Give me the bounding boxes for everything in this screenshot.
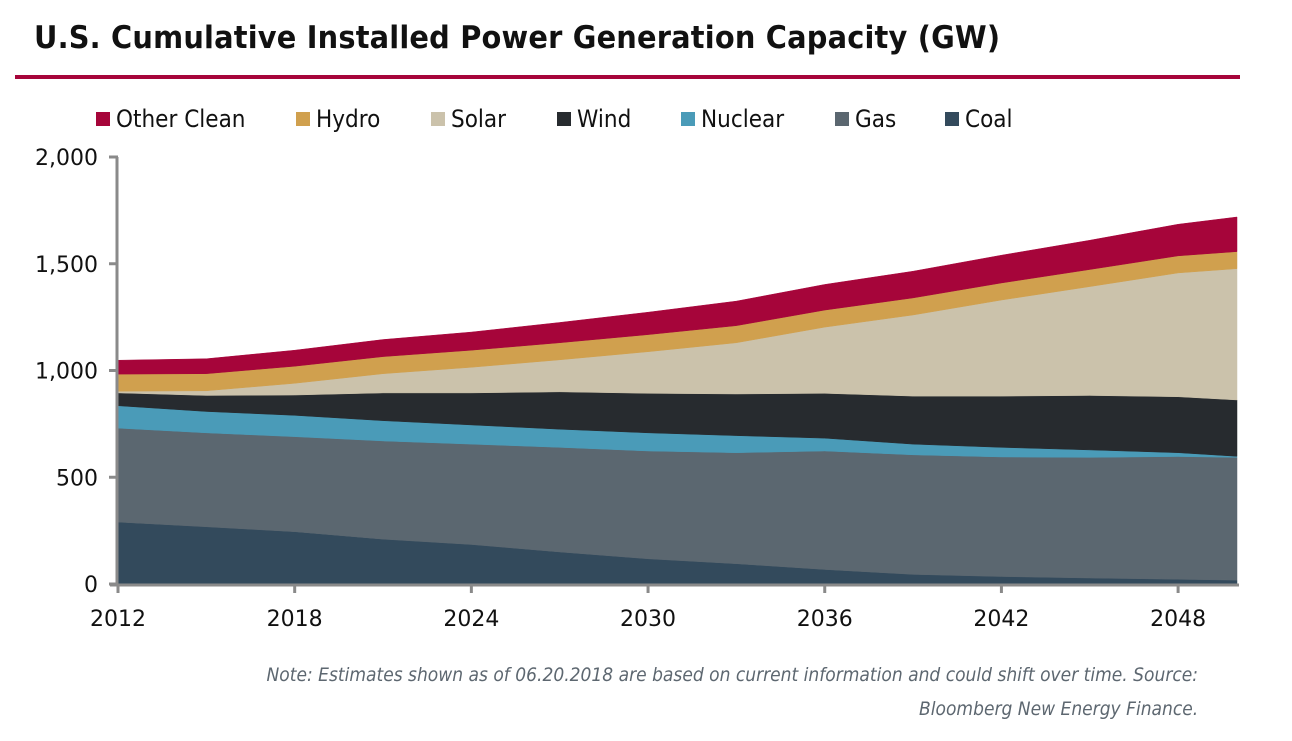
area-layers: [117, 216, 1238, 585]
x-tick-label: 2018: [267, 607, 323, 632]
y-tick-label: 500: [56, 466, 98, 491]
legend: Other Clean Hydro Solar Wind Nuclear Gas…: [96, 104, 1018, 134]
x-axis-ticks: 2012 2018 2024 2030 2036 2042 2048: [90, 584, 1206, 632]
y-tick-label: 2,000: [35, 146, 98, 171]
legend-item-hydro: Hydro: [295, 105, 388, 133]
title-underline: [15, 75, 1240, 79]
chart-title: U.S. Cumulative Installed Power Generati…: [34, 20, 1001, 56]
x-tick-label: 2048: [1150, 607, 1206, 632]
legend-item-nuclear: Nuclear: [680, 105, 793, 133]
legend-label: Other Clean: [116, 105, 246, 133]
legend-swatch-hydro: [295, 112, 310, 126]
legend-label: Gas: [855, 105, 897, 133]
legend-label: Solar: [451, 105, 507, 133]
x-tick-label: 2042: [973, 607, 1029, 632]
legend-item-other-clean: Other Clean: [96, 105, 260, 133]
legend-swatch-gas: [835, 112, 850, 126]
legend-label: Nuclear: [700, 105, 785, 133]
legend-swatch-wind: [556, 112, 571, 126]
x-tick-label: 2036: [797, 607, 853, 632]
legend-swatch-nuclear: [680, 112, 695, 126]
stacked-area-chart: 0 500 1,000 1,500 2,000 2012 2018 2024 2030 2036…: [35, 146, 1239, 632]
legend-label: Hydro: [315, 105, 381, 133]
legend-swatch-solar: [431, 112, 446, 126]
y-axis-ticks: 0 500 1,000 1,500 2,000: [35, 146, 118, 598]
x-tick-label: 2012: [90, 607, 146, 632]
area-other-clean: [117, 216, 1238, 375]
legend-item-gas: Gas: [835, 105, 901, 133]
legend-item-wind: Wind: [556, 105, 637, 133]
y-tick-label: 1,500: [35, 253, 98, 278]
y-tick-label: 1,000: [35, 360, 98, 385]
y-tick-label: 0: [84, 573, 98, 598]
footnote-line-1: Note: Estimates shown as of 06.20.2018 a…: [266, 664, 1198, 686]
legend-swatch-coal: [945, 112, 960, 126]
x-tick-label: 2024: [443, 607, 499, 632]
legend-label: Wind: [576, 105, 631, 133]
legend-item-solar: Solar: [431, 105, 512, 133]
footnote-line-2: Bloomberg New Energy Finance.: [918, 698, 1198, 720]
footnote: Note: Estimates shown as of 06.20.2018 a…: [0, 658, 1198, 726]
x-tick-label: 2030: [620, 607, 676, 632]
legend-label: Coal: [965, 105, 1013, 133]
legend-swatch-other-clean: [96, 112, 110, 126]
legend-item-coal: Coal: [945, 105, 1018, 133]
